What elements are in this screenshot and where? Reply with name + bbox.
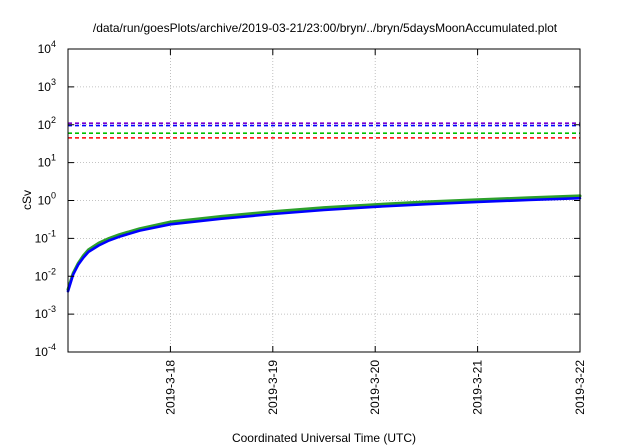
- y-tick-label: 10-2: [35, 266, 56, 283]
- series-lines: [66, 194, 582, 293]
- x-tick-label: 2019-3-22: [573, 360, 587, 415]
- y-tick-label: 101: [38, 153, 56, 170]
- x-tick-label: 2019-3-19: [266, 360, 280, 415]
- axis-ticks: 10-4 10-3 10-2 10-1 100 101 102 103 104 2019-3-18…: [35, 39, 587, 415]
- y-axis-label: cSv: [20, 190, 34, 210]
- x-tick-label: 2019-3-21: [471, 360, 485, 415]
- series-line-1: [66, 196, 582, 293]
- y-tick-label: 10-3: [35, 304, 56, 321]
- y-tick-label: 10-1: [35, 228, 56, 245]
- x-tick-label: 2019-3-20: [368, 360, 382, 415]
- y-tick-label: 103: [38, 77, 56, 94]
- y-tick-label: 102: [38, 115, 56, 132]
- y-tick-label: 10-4: [35, 342, 56, 359]
- x-tick-label: 2019-3-18: [163, 360, 177, 415]
- x-axis-label: Coordinated Universal Time (UTC): [232, 431, 416, 445]
- y-tick-label: 104: [38, 39, 56, 56]
- threshold-lines: [68, 122, 580, 139]
- y-tick-label: 100: [38, 191, 56, 208]
- chart-title: /data/run/goesPlots/archive/2019-03-21/2…: [93, 21, 558, 35]
